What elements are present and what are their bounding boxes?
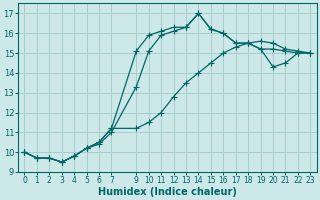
- X-axis label: Humidex (Indice chaleur): Humidex (Indice chaleur): [98, 187, 237, 197]
